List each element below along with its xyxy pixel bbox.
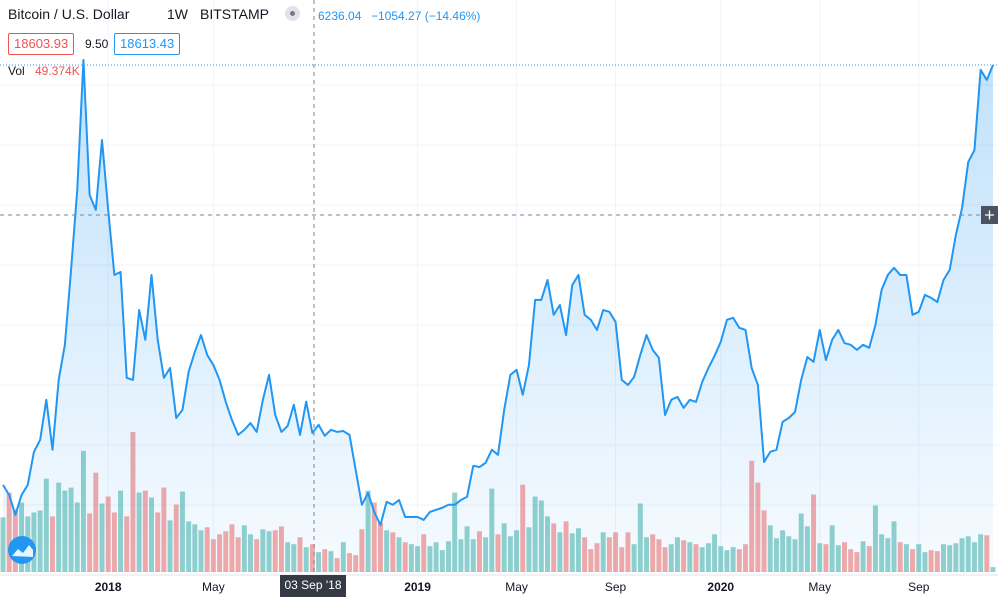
x-tick-label: May	[808, 580, 831, 594]
x-tick-label: 2020	[707, 580, 734, 594]
status-dot-inner	[290, 11, 295, 16]
bid-box[interactable]: 18603.93	[8, 33, 75, 55]
readout-value: 6236.04	[318, 9, 362, 23]
x-tick-label: Sep	[908, 580, 930, 594]
ask-box[interactable]: 18613.43	[114, 33, 181, 55]
spread: 9.50	[85, 37, 109, 51]
readout-change: −1054.27 (−14.46%)	[371, 9, 481, 23]
volume-title: Vol	[8, 64, 25, 78]
crosshair-label-box	[280, 575, 346, 597]
interval: 1W	[167, 6, 188, 22]
price-area-fill	[3, 60, 993, 572]
volume-bar	[0, 517, 6, 572]
exchange: BITSTAMP	[200, 6, 269, 22]
x-tick-label: Sep	[605, 580, 627, 594]
x-tick-label: May	[202, 580, 225, 594]
x-tick-label: 2019	[404, 580, 431, 594]
price-line	[2, 59, 994, 526]
crosshair-label: 03 Sep '18	[284, 578, 341, 592]
volume-value: 49.374K	[35, 64, 80, 78]
x-axis: 2018 May 2019 May Sep 2020 May Sep	[95, 580, 930, 594]
x-tick-label: 2018	[95, 580, 122, 594]
x-tick-label: May	[505, 580, 528, 594]
symbol: Bitcoin / U.S. Dollar	[8, 6, 130, 22]
logo-icon	[12, 545, 33, 557]
logo-button[interactable]	[8, 536, 36, 564]
price-area	[2, 59, 994, 572]
plus-icon	[985, 210, 994, 220]
